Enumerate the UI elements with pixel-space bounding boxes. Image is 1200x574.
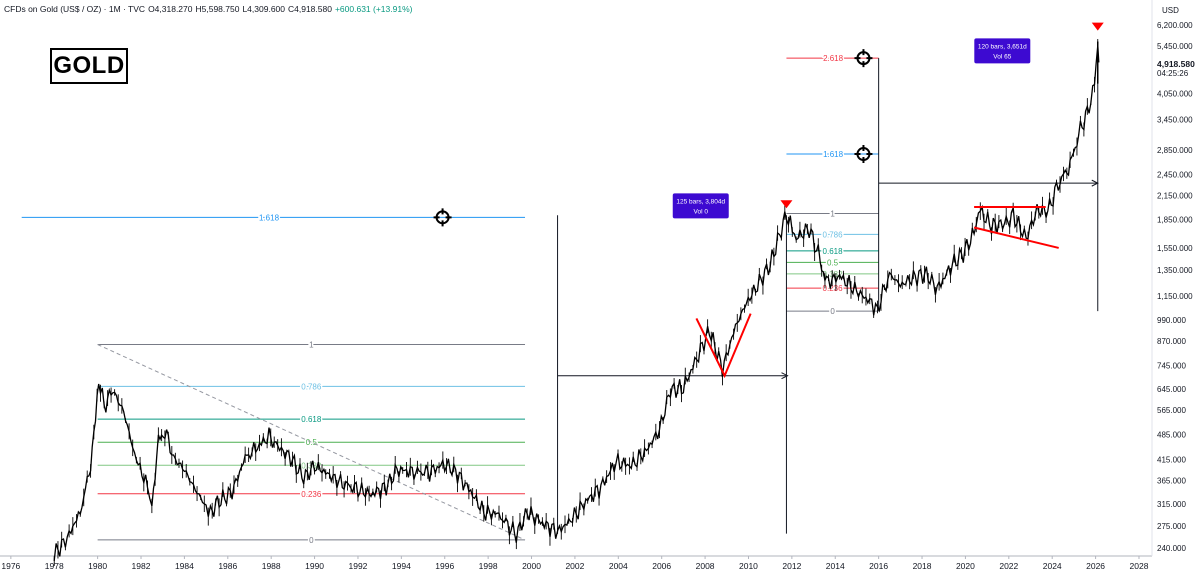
y-tick-label: 275.000 [1157, 522, 1186, 531]
y-tick-label: 1,150.000 [1157, 292, 1193, 301]
x-tick-label: 1994 [392, 561, 411, 571]
fib-2011-level-label: 1 [830, 210, 835, 219]
peak-marker-icon [1091, 22, 1104, 31]
x-tick-label: 2018 [913, 561, 932, 571]
x-tick-label: 1990 [305, 561, 324, 571]
last-price-label: 4,918.580 [1157, 59, 1195, 69]
x-tick-label: 2024 [1043, 561, 1062, 571]
fib-2011-level-label: 0.236 [823, 284, 844, 293]
fib-1980s-trend-dashed [97, 344, 526, 541]
x-tick-label: 2004 [609, 561, 628, 571]
y-tick-label: 6,200.000 [1157, 21, 1193, 30]
last-price-pill [1153, 55, 1197, 70]
fib-1980s-level-label: 0 [309, 536, 314, 545]
y-tick-label: 745.000 [1157, 362, 1186, 371]
fib-2011-ext-label: 1.618 [823, 150, 844, 159]
x-tick-label: 2026 [1086, 561, 1105, 571]
y-tick-label: 990.000 [1157, 316, 1186, 325]
x-tick-label: 2002 [565, 561, 584, 571]
price-series-line [53, 45, 1100, 561]
x-tick-label: 2006 [652, 561, 671, 571]
y-tick-label: 240.000 [1157, 544, 1186, 553]
fib-1980s-level-label: 0.236 [301, 490, 322, 499]
crosshair-target-icon [854, 145, 873, 164]
low-value: L4,309.600 [242, 4, 285, 14]
x-tick-label: 2014 [826, 561, 845, 571]
x-tick-label: 2010 [739, 561, 758, 571]
fib-2011-level-label: 0.786 [823, 230, 844, 239]
fib-1980s-level-label: 0.5 [306, 438, 318, 447]
x-tick-label: 2020 [956, 561, 975, 571]
y-tick-label: 3,450.000 [1157, 115, 1193, 124]
currency-label[interactable]: USD [1162, 6, 1179, 15]
v-bottom-annotation [695, 313, 752, 379]
triangle-lower-line [973, 226, 1059, 249]
x-tick-label: 2016 [869, 561, 888, 571]
y-tick-label: 1,550.000 [1157, 244, 1193, 253]
fib-1980s-ext-label: 1.618 [259, 213, 280, 222]
x-tick-label: 1998 [479, 561, 498, 571]
y-tick-label: 1,850.000 [1157, 216, 1193, 225]
x-tick-label: 2000 [522, 561, 541, 571]
x-tick-label: 2028 [1130, 561, 1149, 571]
symbol-name[interactable]: CFDs on Gold (US$ / OZ) · 1M · TVC [4, 4, 146, 14]
x-tick-label: 1986 [218, 561, 237, 571]
y-tick-label: 485.000 [1157, 431, 1186, 440]
measure-info-box [672, 193, 729, 219]
x-tick-label: 1984 [175, 561, 194, 571]
y-tick-label: 645.000 [1157, 385, 1186, 394]
open-value: O4,318.270 [148, 4, 193, 14]
peak-marker-icon [780, 200, 793, 209]
y-tick-label: 2,850.000 [1157, 146, 1193, 155]
measure-info-bars: 125 bars, 3,804d [676, 198, 725, 205]
x-tick-label: 1992 [349, 561, 368, 571]
measure-info-bars: 120 bars, 3,651d [978, 43, 1027, 50]
title-box: GOLD [50, 48, 128, 84]
bar-countdown: 04:25:26 [1157, 69, 1189, 78]
x-tick-label: 2012 [782, 561, 801, 571]
y-tick-label: 1,350.000 [1157, 266, 1193, 275]
y-tick-label: 2,150.000 [1157, 191, 1193, 200]
crosshair-target-icon [854, 49, 873, 68]
fib-2011-ext-label: 2.618 [823, 54, 844, 63]
crosshair-target-icon [433, 208, 452, 227]
y-tick-label: 2,450.000 [1157, 170, 1193, 179]
symbol-header: CFDs on Gold (US$ / OZ) · 1M · TVC O4,31… [4, 4, 412, 14]
x-tick-label: 1988 [262, 561, 281, 571]
x-tick-label: 1976 [1, 561, 20, 571]
y-tick-label: 5,450.000 [1157, 42, 1193, 51]
fib-1980s-level-label: 0.786 [301, 382, 322, 391]
fib-2011-level-label: 0 [830, 307, 835, 316]
close-value: C4,918.580 [288, 4, 332, 14]
fib-1980s-level-label: 0.618 [301, 415, 322, 424]
fib-2011-level-label: 0.618 [823, 247, 844, 256]
measure-arrowhead [781, 372, 789, 380]
x-tick-label: 1996 [435, 561, 454, 571]
measure-info-volume: Vol 0 [694, 208, 709, 215]
x-tick-label: 1978 [45, 561, 64, 571]
fib-2011-level-label: 0.5 [827, 258, 839, 267]
x-tick-label: 1982 [132, 561, 151, 571]
x-tick-label: 1980 [88, 561, 107, 571]
change-value: +600.631 (+13.91%) [334, 4, 413, 14]
y-tick-label: 565.000 [1157, 406, 1186, 415]
measure-info-box [974, 38, 1031, 64]
y-tick-label: 4,050.000 [1157, 90, 1193, 99]
y-tick-label: 315.000 [1157, 500, 1186, 509]
y-tick-label: 415.000 [1157, 456, 1186, 465]
high-value: H5,598.750 [195, 4, 240, 14]
x-tick-label: 2008 [696, 561, 715, 571]
measure-info-volume: Vol 65 [993, 53, 1011, 60]
y-tick-label: 365.000 [1157, 476, 1186, 485]
y-tick-label: 870.000 [1157, 337, 1186, 346]
x-tick-label: 2022 [999, 561, 1018, 571]
fib-1980s-level-label: 1 [309, 341, 314, 350]
